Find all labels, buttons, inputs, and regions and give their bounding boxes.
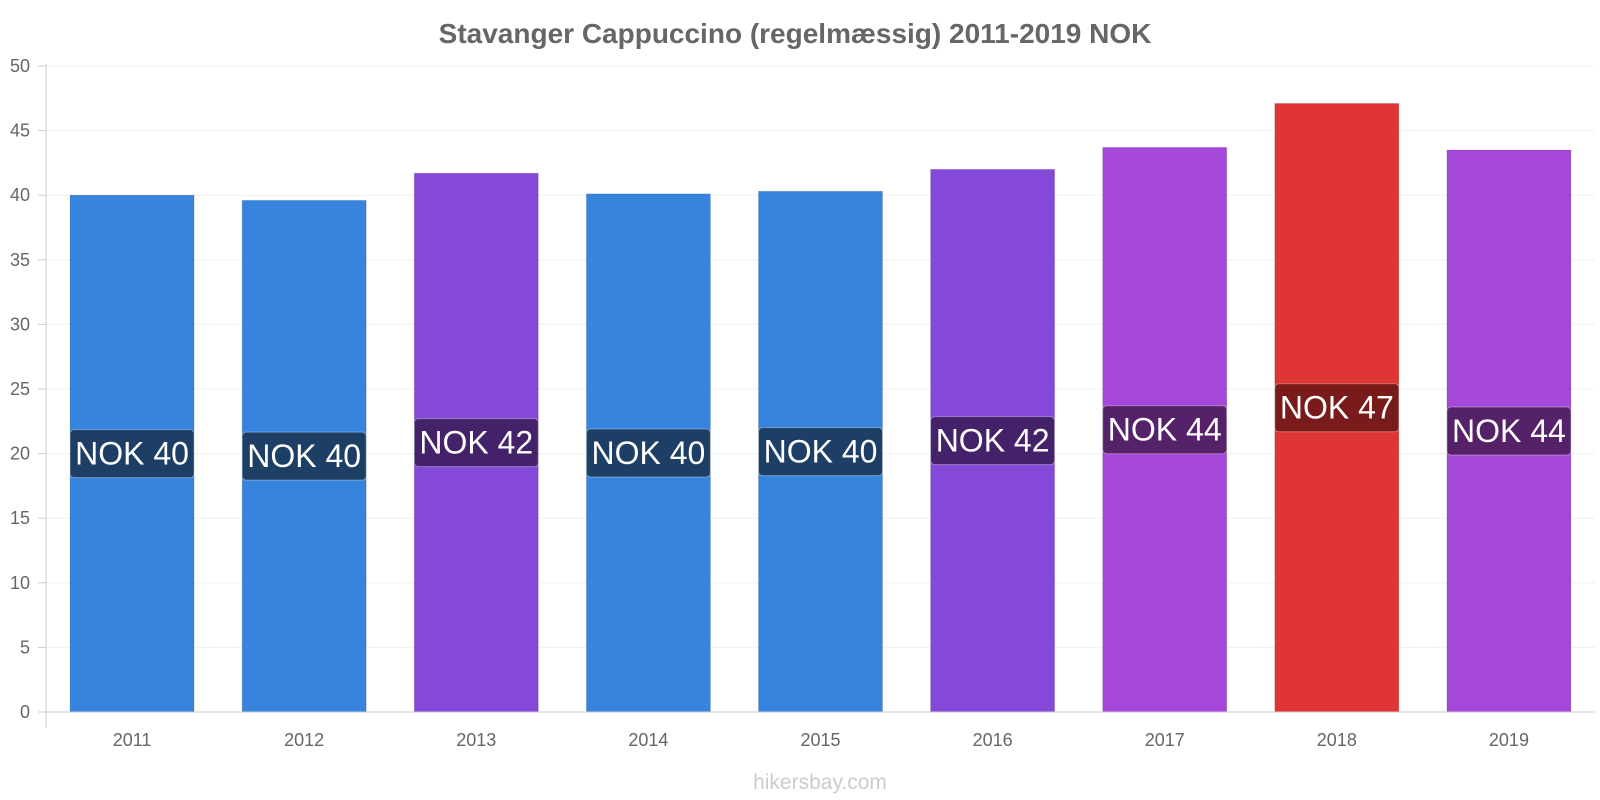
x-tick-label: 2011 <box>113 730 152 750</box>
value-label-text: NOK 44 <box>1108 412 1222 448</box>
y-tick-label: 0 <box>20 702 30 722</box>
value-label-2019: NOK 44 <box>1446 406 1572 456</box>
value-label-2015: NOK 40 <box>758 427 883 477</box>
x-axis-labels: 2011 2012 2013 2014 2015 2016 2017 2018 2019 <box>113 730 1529 750</box>
value-label-2016: NOK 42 <box>930 416 1056 466</box>
x-tick-label: 2012 <box>284 730 324 750</box>
y-tick-label: 10 <box>10 573 30 593</box>
x-tick-label: 2019 <box>1489 730 1529 750</box>
value-label-box <box>930 416 1056 466</box>
value-label-text: NOK 42 <box>936 423 1050 459</box>
chart-title: Stavanger Cappuccino (regelmæssig) 2011-… <box>439 18 1152 49</box>
value-label-box <box>585 428 711 478</box>
value-label-text: NOK 40 <box>764 434 878 470</box>
y-tick-label: 15 <box>10 508 30 528</box>
value-label-box <box>758 427 883 477</box>
value-labels: NOK 40 NOK 40 NOK 42 NOK 40 NOK 40 NOK 42 NOK … <box>69 383 1572 481</box>
value-label-text: NOK 44 <box>1452 413 1566 449</box>
value-label-2011: NOK 40 <box>69 429 195 479</box>
x-tick-label: 2013 <box>456 730 496 750</box>
x-tick-label: 2018 <box>1317 730 1357 750</box>
value-label-text: NOK 40 <box>75 436 189 472</box>
y-tick-label: 25 <box>10 379 30 399</box>
value-label-box <box>1274 383 1400 433</box>
y-tick-label: 30 <box>10 314 30 334</box>
value-label-text: NOK 47 <box>1280 390 1394 426</box>
y-tick-label: 5 <box>20 637 30 657</box>
value-label-2012: NOK 40 <box>241 431 367 481</box>
y-tick-label: 40 <box>10 185 30 205</box>
value-label-box <box>413 418 539 468</box>
value-label-2018: NOK 47 <box>1274 383 1400 433</box>
y-axis-ticks: 0 5 10 15 20 25 30 35 40 45 50 <box>10 56 46 722</box>
value-label-box <box>241 431 367 481</box>
watermark: hikersbay.com <box>753 771 887 794</box>
value-label-2013: NOK 42 <box>413 418 539 468</box>
y-tick-label: 20 <box>10 444 30 464</box>
value-label-2014: NOK 40 <box>585 428 711 478</box>
y-tick-label: 50 <box>10 56 30 76</box>
x-tick-label: 2016 <box>973 730 1013 750</box>
x-tick-label: 2014 <box>628 730 668 750</box>
x-tick-label: 2015 <box>800 730 840 750</box>
x-tick-label: 2017 <box>1145 730 1185 750</box>
value-label-text: NOK 40 <box>247 438 361 474</box>
value-label-box <box>1446 406 1572 456</box>
y-tick-label: 35 <box>10 250 30 270</box>
value-label-text: NOK 40 <box>591 435 705 471</box>
value-label-text: NOK 42 <box>419 425 533 461</box>
value-label-2017: NOK 44 <box>1102 405 1228 455</box>
value-label-box <box>69 429 195 479</box>
y-tick-label: 45 <box>10 121 30 141</box>
value-label-box <box>1102 405 1228 455</box>
